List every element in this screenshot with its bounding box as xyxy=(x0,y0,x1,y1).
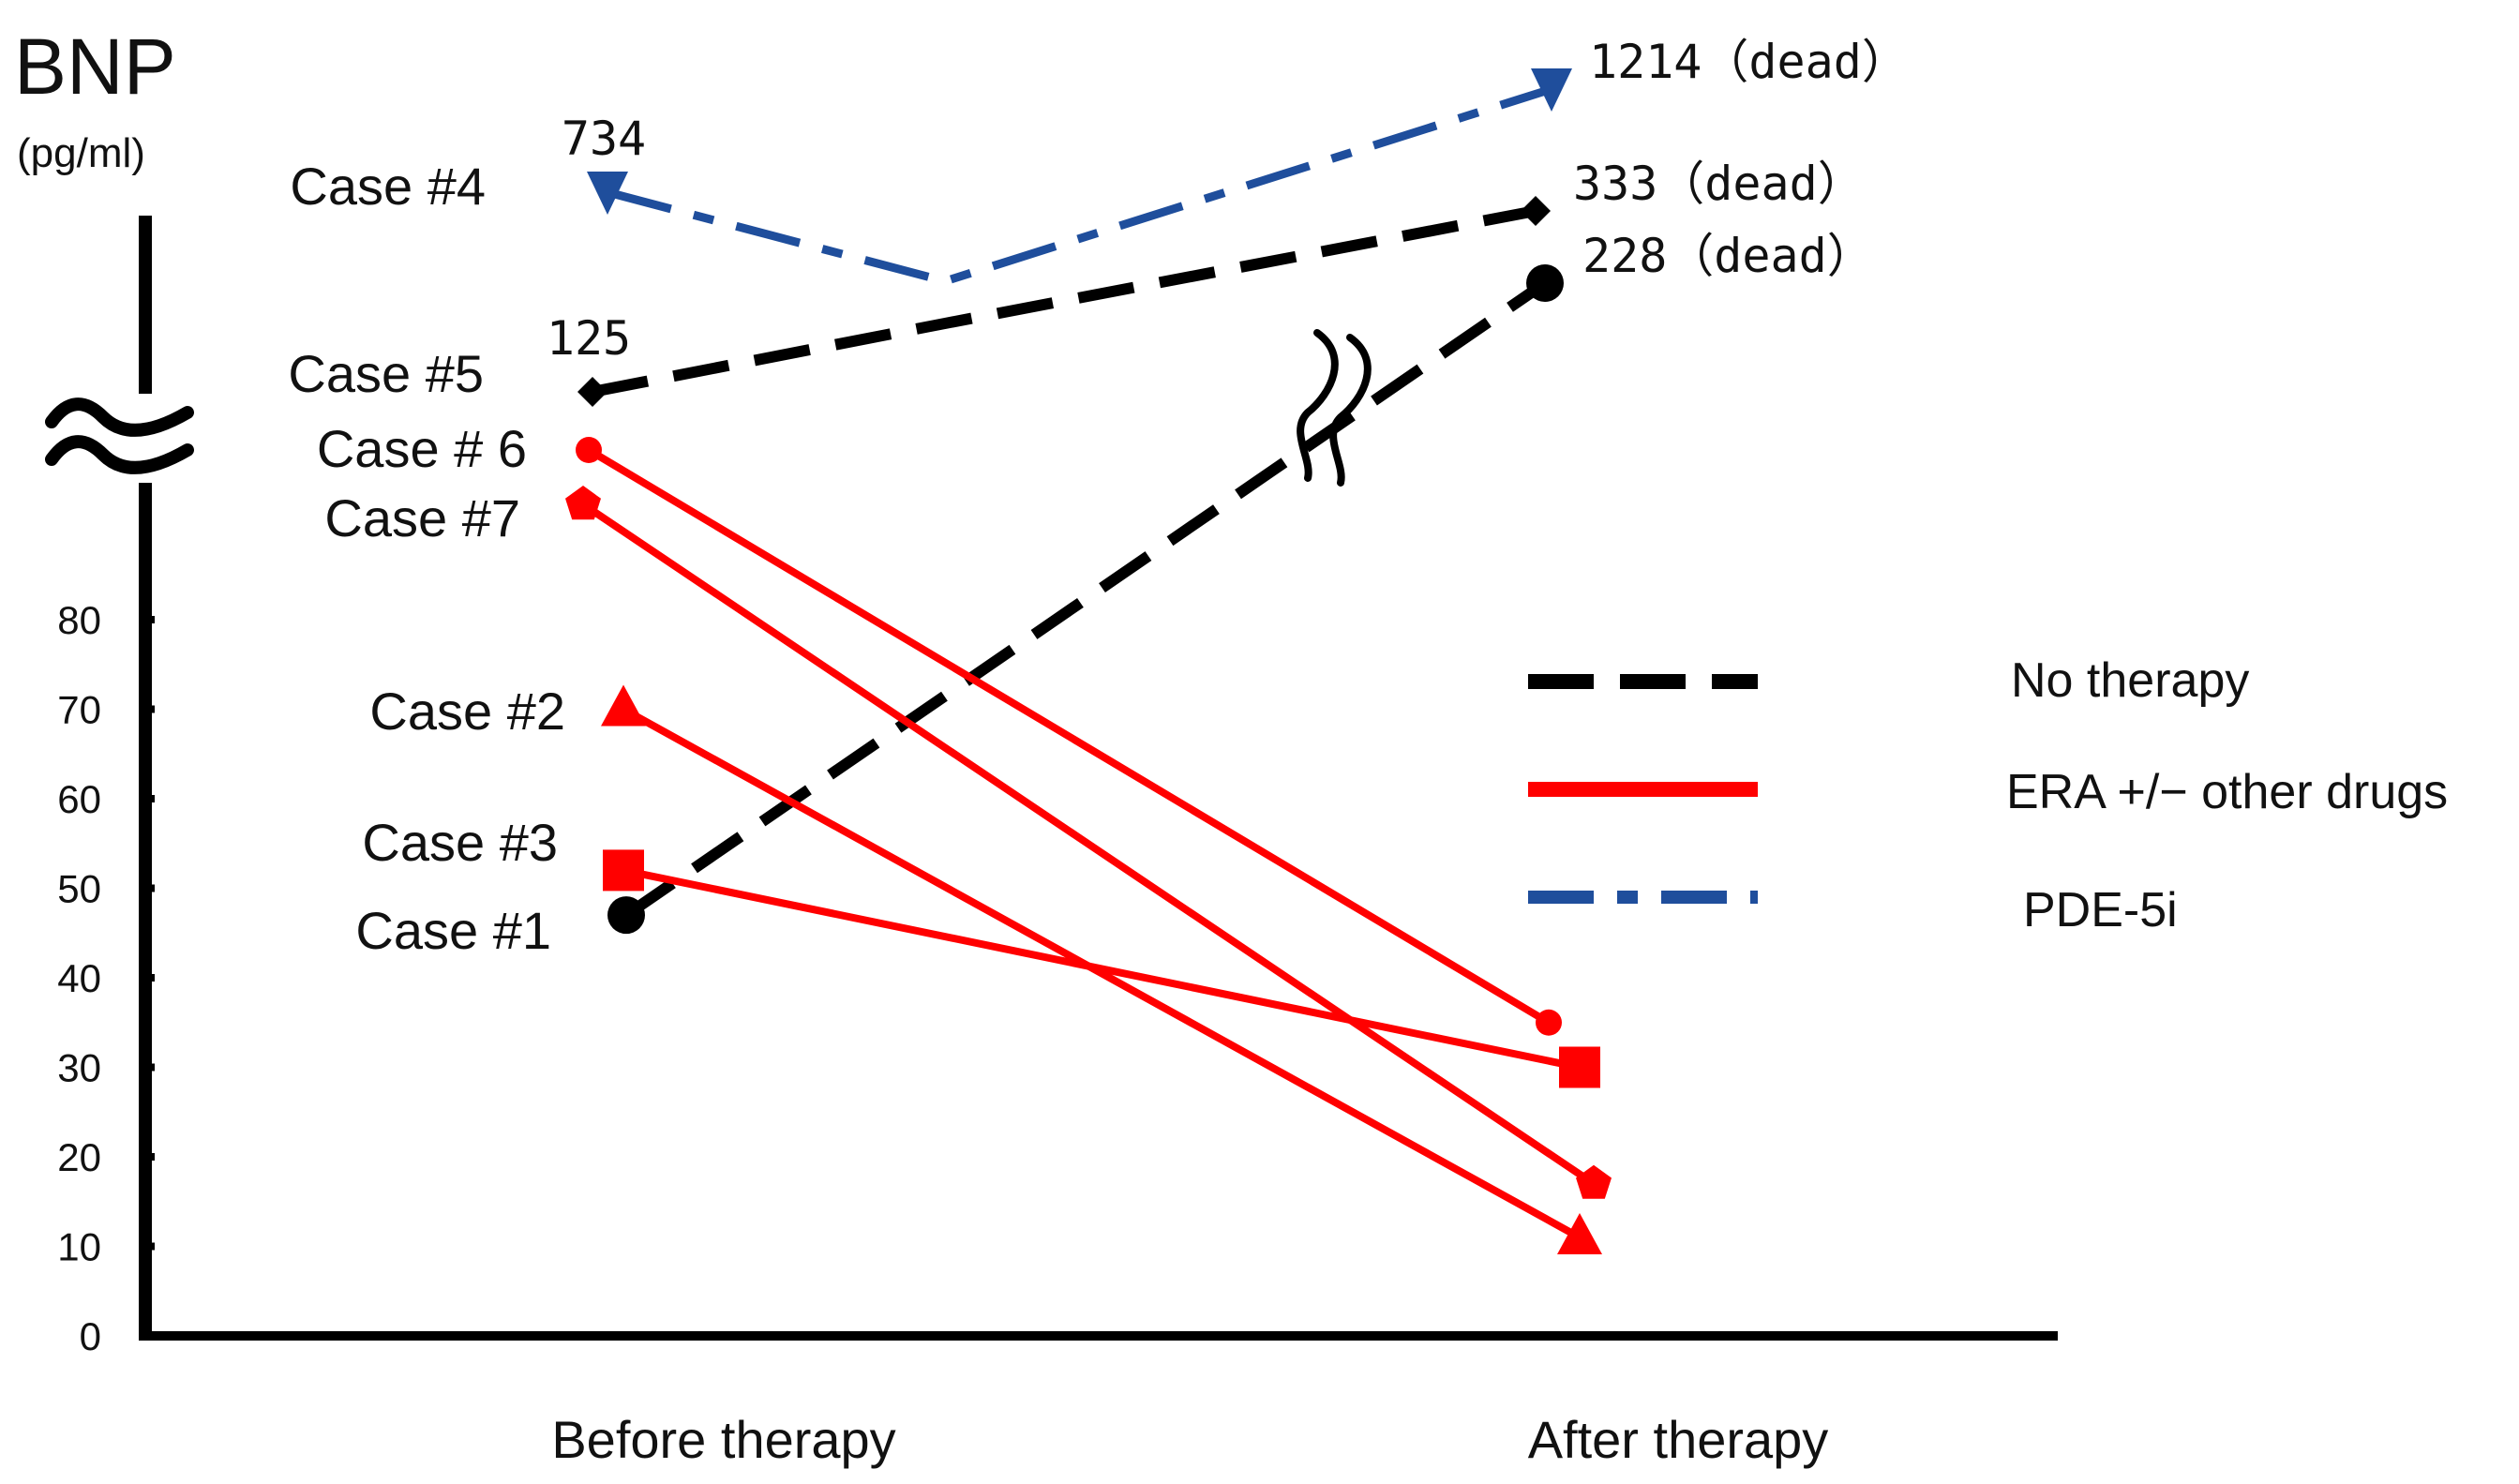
y-ticks: 0 10 20 30 40 50 60 70 80 xyxy=(57,598,155,1358)
value-label-case-5-before: 125 xyxy=(547,311,631,366)
case-label-case-6: Case # 6 xyxy=(317,419,527,478)
marker-case-2-after xyxy=(1557,1212,1602,1254)
series-line-case-1 xyxy=(622,278,1549,921)
marker-case-5-before xyxy=(577,377,607,407)
marker-case-6-before xyxy=(576,437,602,463)
series-line-case-4 xyxy=(606,84,1553,286)
value-label-case-5-after: 333（dead） xyxy=(1573,157,1865,211)
marker-case-1-before xyxy=(607,896,645,935)
y-tick-label: 40 xyxy=(57,956,101,1000)
case-label-case-1: Case #1 xyxy=(355,901,551,960)
marker-case-1-after xyxy=(1526,264,1564,302)
y-tick-label: 60 xyxy=(57,777,101,821)
case-label-case-7: Case #7 xyxy=(324,488,520,547)
series-line-case-5 xyxy=(591,205,1537,397)
y-tick-label: 80 xyxy=(57,598,101,642)
y-tick-label: 0 xyxy=(80,1314,101,1358)
marker-case-5-after xyxy=(1521,196,1551,226)
y-tick-label: 20 xyxy=(57,1135,101,1179)
y-axis-break-icon xyxy=(45,397,194,474)
chart-title: BNP xyxy=(14,22,176,111)
legend-label-pde5i: PDE-5i xyxy=(2023,883,2178,937)
series-line-case-2 xyxy=(622,705,1582,1241)
case-label-case-5: Case #5 xyxy=(288,344,484,403)
value-label-case-1-after: 228（dead） xyxy=(1582,229,1874,283)
marker-case-3-before xyxy=(603,849,644,892)
x-category-before: Before therapy xyxy=(551,1410,895,1469)
value-annotations: 228（dead） 734 1214（dead） 125 333（dead） xyxy=(547,35,1909,366)
marker-case-4-before xyxy=(587,172,628,215)
legend-label-era: ERA +/− other drugs xyxy=(2006,765,2448,819)
x-category-after: After therapy xyxy=(1528,1410,1829,1469)
value-label-case-4-before: 734 xyxy=(562,112,646,166)
line-break-icon xyxy=(1297,329,1372,487)
legend: No therapy ERA +/− other drugs PDE-5i xyxy=(1528,653,2448,937)
case-label-case-4: Case #4 xyxy=(290,157,486,216)
legend-label-no-therapy: No therapy xyxy=(2011,653,2249,708)
marker-case-2-before xyxy=(601,684,646,727)
y-tick-label: 70 xyxy=(57,688,101,732)
marker-case-4-after xyxy=(1531,68,1572,112)
value-label-case-4-after: 1214（dead） xyxy=(1589,35,1909,89)
series-line-case-3 xyxy=(622,866,1581,1072)
marker-case-6-after xyxy=(1536,1009,1562,1036)
case-label-case-3: Case #3 xyxy=(362,813,558,872)
series-lines xyxy=(580,84,1597,1241)
y-tick-label: 50 xyxy=(57,867,101,911)
marker-case-7-after xyxy=(1576,1164,1612,1199)
y-tick-label: 10 xyxy=(57,1225,101,1269)
series-line-case-7 xyxy=(580,501,1597,1187)
series-line-case-6 xyxy=(586,446,1552,1027)
y-axis-unit: (pg/ml) xyxy=(17,130,145,176)
case-labels: Case #1 Case #2 Case #3 Case #4 Case #5 Case … xyxy=(288,157,565,960)
marker-case-7-before xyxy=(565,486,601,520)
series-markers xyxy=(565,68,1612,1254)
case-label-case-2: Case #2 xyxy=(369,682,565,741)
y-tick-label: 30 xyxy=(57,1046,101,1090)
marker-case-3-after xyxy=(1559,1046,1600,1088)
